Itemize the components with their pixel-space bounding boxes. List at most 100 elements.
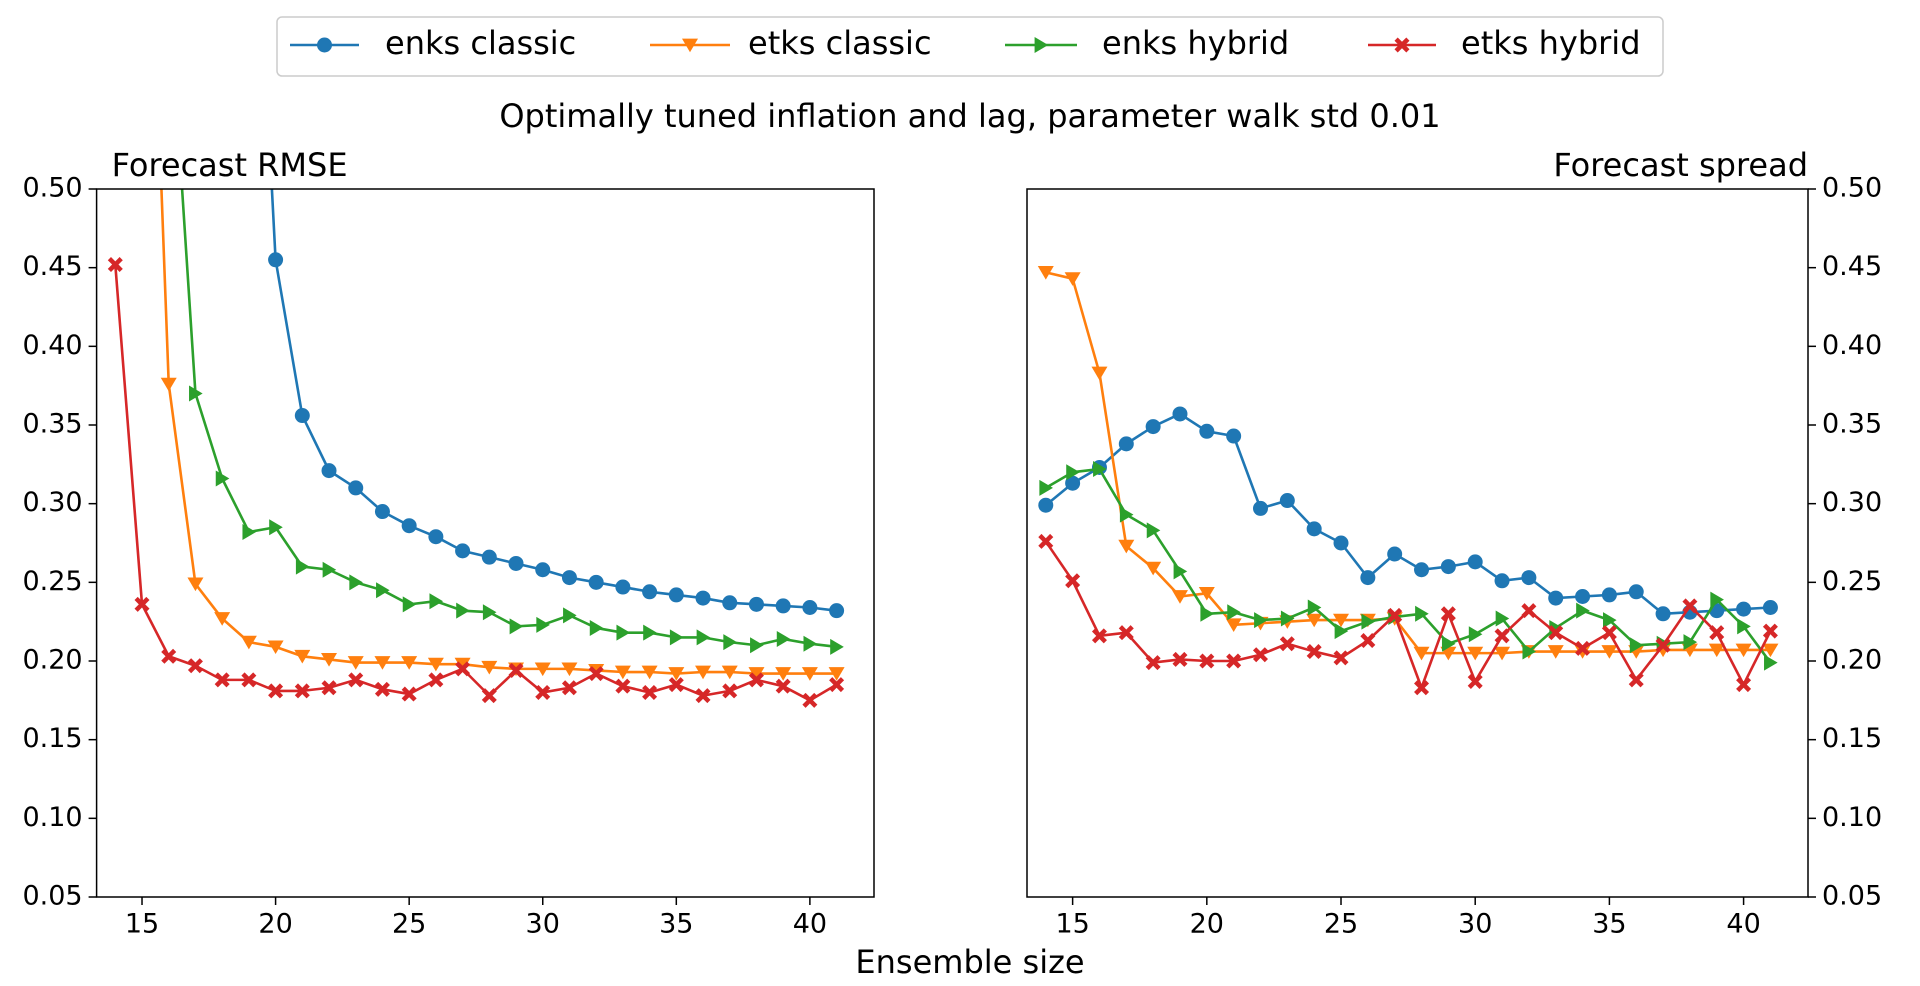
marker <box>161 648 177 664</box>
marker <box>1066 464 1080 481</box>
y-tick-label: 0.50 <box>1822 173 1882 204</box>
y-tick-label: 0.50 <box>22 173 82 204</box>
suptitle: Optimally tuned inflation and lag, param… <box>499 97 1440 135</box>
marker <box>1737 618 1751 635</box>
marker <box>642 684 658 700</box>
marker <box>561 680 577 696</box>
marker <box>775 667 792 681</box>
marker <box>242 523 257 540</box>
marker <box>534 662 551 677</box>
marker <box>1118 625 1134 641</box>
marker <box>1414 562 1430 578</box>
y-tick-label: 0.15 <box>1822 723 1882 754</box>
marker <box>374 656 391 670</box>
marker <box>1762 623 1778 639</box>
marker <box>1145 561 1162 576</box>
x-tick-label: 25 <box>1324 909 1358 940</box>
y-tick-label: 0.25 <box>1822 566 1882 597</box>
panel: Forecast RMSE 0.05 0.10 0.15 0.20 0.25 0.30 0.3… <box>22 146 875 940</box>
marker <box>321 680 337 696</box>
marker <box>376 582 390 599</box>
marker <box>1736 601 1752 617</box>
marker <box>508 555 524 571</box>
y-tick-label: 0.05 <box>22 881 82 912</box>
marker <box>1119 506 1134 523</box>
marker <box>1360 633 1376 649</box>
y-tick-label: 0.25 <box>22 566 82 597</box>
marker <box>401 686 417 702</box>
marker <box>1629 637 1644 654</box>
marker <box>1602 612 1617 629</box>
marker <box>509 618 524 635</box>
marker <box>1252 647 1268 663</box>
marker <box>1494 628 1510 644</box>
panel-title: Forecast RMSE <box>112 146 348 184</box>
marker <box>803 635 818 652</box>
marker <box>1441 635 1456 652</box>
marker <box>1683 634 1698 651</box>
marker <box>1601 645 1618 659</box>
marker <box>723 634 737 651</box>
marker <box>802 600 818 616</box>
x-tick-label: 15 <box>1055 909 1089 940</box>
marker <box>1655 637 1671 653</box>
x-tick-label: 30 <box>1458 909 1492 940</box>
marker <box>1413 646 1430 661</box>
marker <box>428 672 444 688</box>
marker <box>294 683 310 699</box>
marker <box>1171 590 1188 604</box>
marker <box>1227 604 1241 621</box>
marker <box>1762 600 1778 616</box>
marker <box>241 672 257 688</box>
y-tick-label: 0.20 <box>1822 645 1882 676</box>
marker <box>561 570 577 586</box>
marker <box>536 616 550 633</box>
marker <box>801 667 818 681</box>
marker <box>535 684 551 700</box>
marker <box>643 624 657 641</box>
marker <box>374 504 390 520</box>
y-tick-label: 0.05 <box>1822 881 1882 912</box>
marker <box>269 519 283 536</box>
panel: Forecast spread 0.05 0.10 0.15 0.20 0.25 0.30 0… <box>1026 146 1882 940</box>
marker <box>1709 625 1725 641</box>
y-tick-label: 0.40 <box>22 330 82 361</box>
marker <box>1414 680 1430 696</box>
marker <box>401 656 418 670</box>
marker <box>1574 645 1591 659</box>
marker <box>748 672 764 688</box>
marker <box>695 665 712 680</box>
marker <box>1333 535 1349 551</box>
marker <box>669 629 684 646</box>
marker <box>721 665 738 680</box>
marker <box>748 596 764 612</box>
marker <box>1307 599 1322 616</box>
marker <box>347 656 364 670</box>
marker <box>1361 613 1376 630</box>
marker <box>1440 606 1456 622</box>
marker <box>1199 653 1215 669</box>
marker <box>1118 539 1135 554</box>
marker <box>775 678 791 694</box>
series-line <box>1044 412 1771 616</box>
marker <box>1172 651 1188 667</box>
marker <box>1576 602 1590 619</box>
marker <box>668 677 684 693</box>
marker <box>455 661 471 677</box>
axes-frame <box>1026 188 1809 898</box>
marker <box>1252 500 1268 516</box>
marker <box>535 562 551 578</box>
marker <box>348 672 364 688</box>
marker <box>1065 475 1081 491</box>
marker <box>1601 625 1617 641</box>
plot-area <box>1037 265 1779 696</box>
marker <box>348 480 364 496</box>
marker <box>1172 406 1188 422</box>
marker <box>1254 612 1268 629</box>
marker <box>268 252 284 268</box>
marker <box>1521 570 1537 586</box>
series-line <box>270 189 837 612</box>
marker <box>1279 636 1295 652</box>
marker <box>481 688 497 704</box>
